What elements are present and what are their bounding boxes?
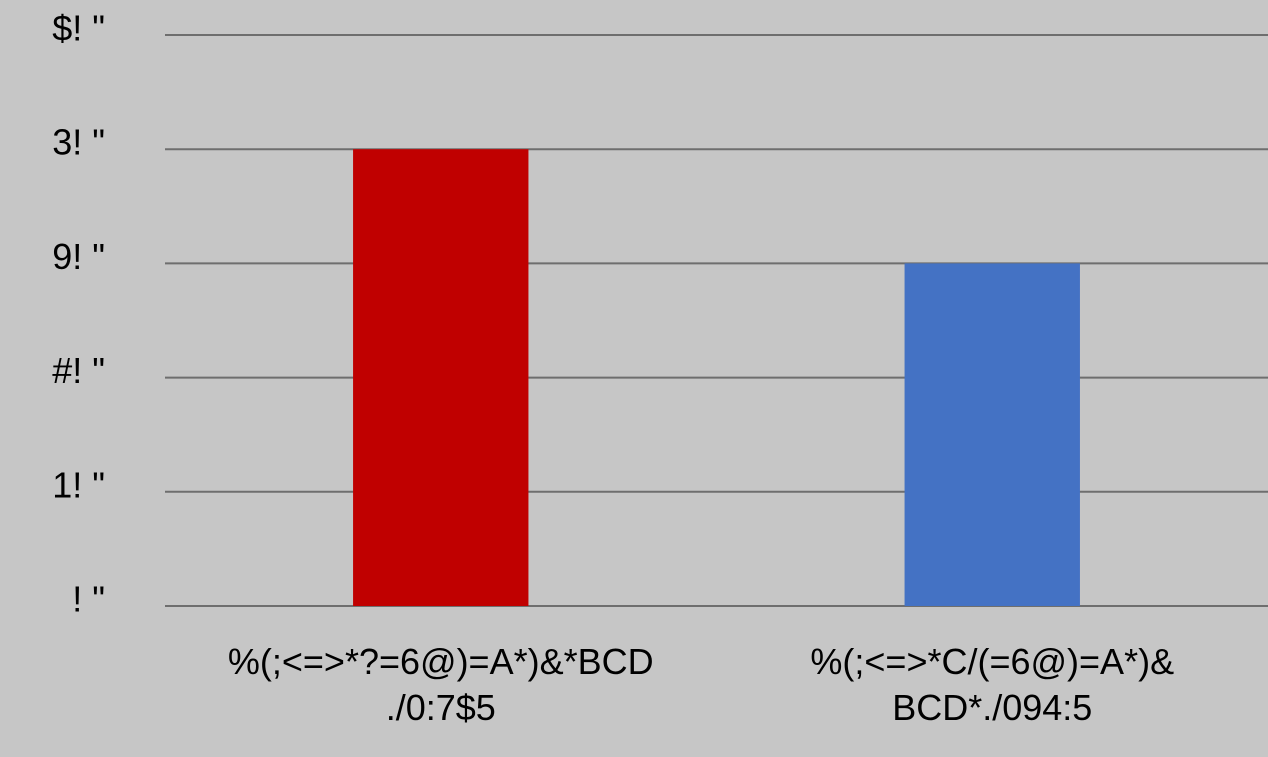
y-tick-label: ! " xyxy=(72,579,105,620)
y-tick-label: 1! " xyxy=(52,464,105,505)
y-tick-label: 3! " xyxy=(52,122,105,163)
bar xyxy=(904,263,1080,606)
bar xyxy=(353,149,529,606)
y-tick-label: 9! " xyxy=(52,236,105,277)
y-tick-label: #! " xyxy=(52,350,105,391)
x-tick-label: %(;<=>*C/(=6@)=A*)& BCD*./094:5 xyxy=(810,641,1174,728)
y-tick-label: $! " xyxy=(52,8,105,49)
x-tick-label: %(;<=>*?=6@)=A*)&*BCD ./0:7$5 xyxy=(228,641,654,728)
